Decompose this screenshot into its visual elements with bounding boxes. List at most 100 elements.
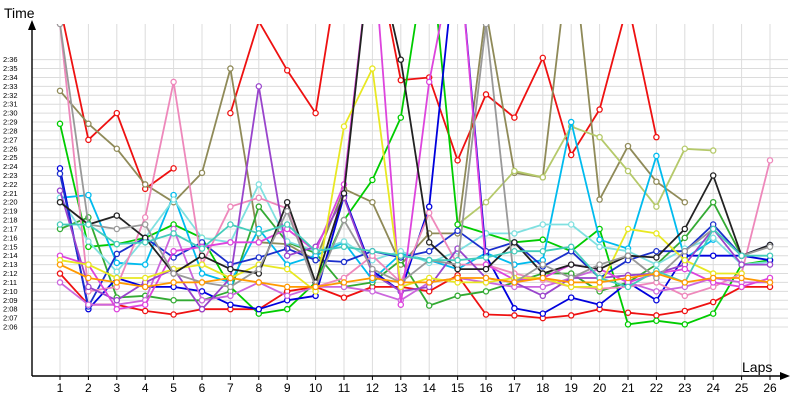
data-point <box>766 243 774 251</box>
x-tick-label: 13 <box>394 381 408 395</box>
x-tick-label: 16 <box>479 381 493 395</box>
data-point <box>681 256 689 264</box>
data-point <box>653 247 660 255</box>
data-point <box>539 221 547 228</box>
y-tick-label: 2:27 <box>3 135 18 144</box>
data-point <box>170 247 177 255</box>
data-point <box>709 234 717 242</box>
y-tick-label: 2:25 <box>3 153 18 162</box>
data-point <box>227 265 234 273</box>
data-point <box>255 254 263 261</box>
data-point <box>454 227 461 234</box>
data-point <box>766 157 774 164</box>
data-point <box>85 261 92 268</box>
y-axis-arrow <box>28 20 36 30</box>
data-point <box>482 24 490 28</box>
data-point <box>56 187 64 194</box>
data-point <box>198 288 206 295</box>
data-point <box>369 65 376 72</box>
data-point <box>113 268 121 275</box>
data-point <box>170 270 177 277</box>
y-tick-label: 2:13 <box>3 260 18 269</box>
y-tick-label: 2:06 <box>3 322 18 331</box>
data-point <box>170 311 177 318</box>
data-point <box>170 230 177 237</box>
data-point <box>113 240 121 248</box>
data-point <box>454 221 461 228</box>
data-point <box>85 274 92 282</box>
data-point <box>681 198 689 206</box>
y-tick-label: 2:24 <box>3 162 18 171</box>
data-point <box>425 78 433 86</box>
x-tick-label: 20 <box>593 381 607 395</box>
x-tick-label: 6 <box>199 381 206 395</box>
series-line <box>59 263 771 288</box>
data-point <box>482 288 490 295</box>
data-point <box>85 283 92 291</box>
data-point <box>653 270 660 277</box>
y-tick-label: 2:16 <box>3 233 18 242</box>
data-point <box>653 261 660 268</box>
data-point <box>340 238 348 245</box>
data-point <box>539 292 547 300</box>
data-point <box>624 309 632 316</box>
data-point <box>56 165 64 172</box>
data-point <box>397 252 405 259</box>
data-point <box>539 261 547 268</box>
data-point <box>681 265 689 273</box>
data-point <box>227 274 234 282</box>
data-point <box>255 265 263 273</box>
x-tick-label: 24 <box>707 381 721 395</box>
data-point <box>340 123 348 130</box>
data-point <box>596 133 603 141</box>
y-tick-label: 2:36 <box>3 55 18 64</box>
data-point <box>255 239 263 246</box>
y-tick-label: 2:08 <box>3 305 18 314</box>
data-point <box>283 305 291 313</box>
y-tick-label: 2:19 <box>3 207 18 216</box>
data-point <box>340 216 348 224</box>
data-point <box>255 194 263 202</box>
data-point <box>454 256 461 264</box>
data-point <box>482 265 490 273</box>
data-point <box>340 190 348 197</box>
x-tick-label: 23 <box>678 381 692 395</box>
y-tick-label: 2:15 <box>3 242 18 251</box>
data-point <box>369 288 376 295</box>
data-point <box>425 247 433 255</box>
data-point <box>539 174 547 181</box>
data-point <box>113 145 121 153</box>
data-point <box>596 106 603 113</box>
data-point <box>312 283 319 291</box>
data-point <box>653 312 660 319</box>
data-point <box>511 279 518 286</box>
vertical-gridlines <box>59 24 771 380</box>
data-point <box>681 234 689 242</box>
data-point <box>653 317 660 324</box>
x-axis-title: Laps <box>742 359 772 375</box>
data-point <box>596 196 603 203</box>
data-point <box>709 172 717 179</box>
data-point <box>369 265 376 273</box>
data-point <box>482 311 490 318</box>
data-point <box>482 274 490 282</box>
data-point <box>567 294 575 301</box>
y-tick-label: 2:10 <box>3 287 18 296</box>
data-point <box>198 169 206 177</box>
series-layer <box>56 24 774 328</box>
x-tick-label: 11 <box>338 381 351 395</box>
data-point <box>227 292 234 300</box>
data-point <box>283 198 291 206</box>
data-point <box>539 310 547 317</box>
y-tick-label: 2:30 <box>3 109 18 118</box>
data-point <box>141 307 149 315</box>
data-point <box>766 279 774 286</box>
data-point <box>113 297 121 304</box>
data-point <box>454 292 461 300</box>
y-tick-label: 2:21 <box>3 189 18 198</box>
series-5 <box>56 24 774 328</box>
x-tick-label: 17 <box>508 381 522 395</box>
data-point <box>709 310 717 317</box>
data-point <box>85 191 92 199</box>
data-point <box>141 301 149 308</box>
